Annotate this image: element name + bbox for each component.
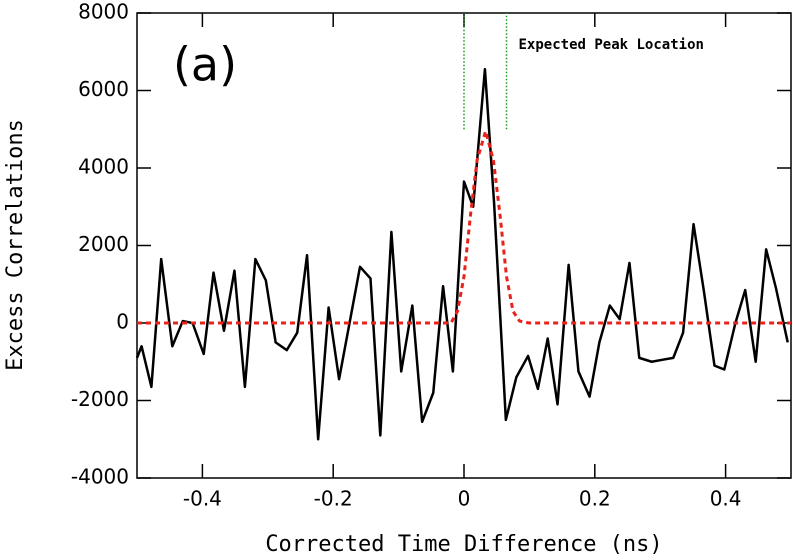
x-tick-label: -0.4 <box>183 487 222 511</box>
x-tick-label: 0.2 <box>579 487 611 511</box>
y-tick-label: 2000 <box>78 232 129 256</box>
data-line <box>135 67 789 441</box>
data-line <box>137 129 791 325</box>
panel-label: (a) <box>173 38 237 92</box>
y-tick-label: -2000 <box>71 387 129 411</box>
x-tick-label: 0.4 <box>710 487 742 511</box>
x-tick-label: 0 <box>458 487 471 511</box>
y-tick-label: -4000 <box>71 465 129 489</box>
expected-peak-label: Expected Peak Location <box>519 37 704 53</box>
y-tick-label: 0 <box>116 310 129 334</box>
y-axis-label: Excess Correlations <box>3 119 28 371</box>
x-tick-label: -0.2 <box>314 487 353 511</box>
y-tick-label: 6000 <box>78 77 129 101</box>
x-axis-label: Corrected Time Difference (ns) <box>265 532 662 557</box>
y-tick-label: 4000 <box>78 155 129 179</box>
y-tick-label: 8000 <box>78 0 129 24</box>
